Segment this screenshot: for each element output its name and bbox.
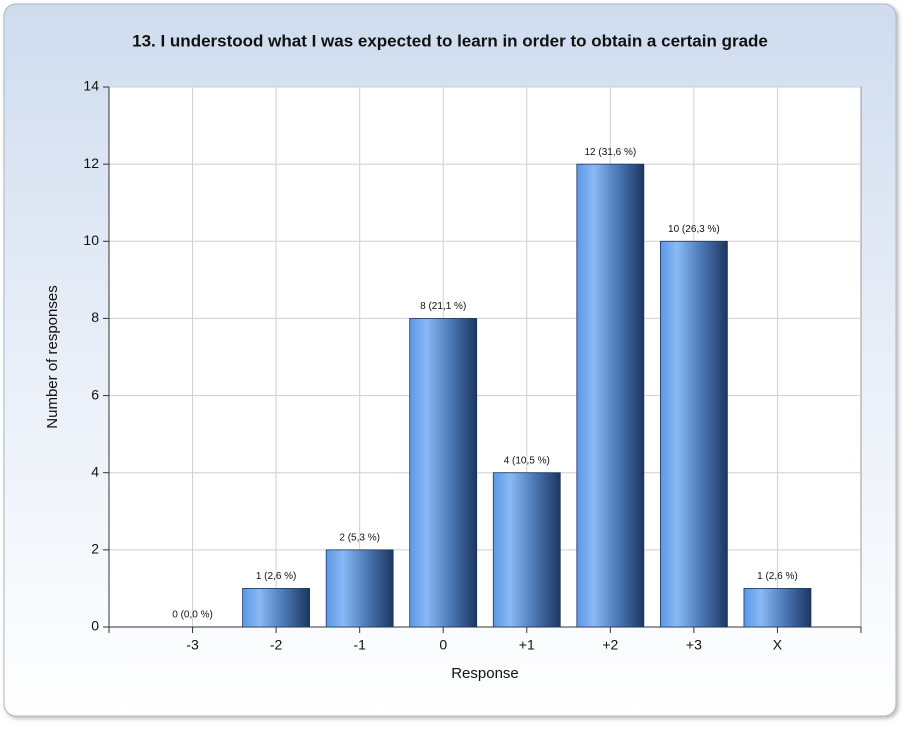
value-label: 4 (10,5 %)	[504, 455, 550, 466]
x-tick-label: +2	[602, 637, 618, 653]
value-label: 8 (21,1 %)	[420, 301, 466, 312]
y-tick-label: 8	[91, 309, 99, 325]
value-label: 0 (0,0 %)	[172, 610, 213, 621]
y-axis-label: Number of responses	[44, 285, 61, 428]
x-tick-label: -3	[186, 637, 199, 653]
x-tick-label: -2	[270, 637, 283, 653]
x-tick-label: X	[773, 637, 783, 653]
y-tick-label: 14	[83, 78, 99, 94]
x-axis-label: Response	[451, 665, 519, 682]
bar	[325, 549, 394, 628]
x-tick-label: +3	[686, 637, 702, 653]
y-tick-label: 2	[91, 541, 99, 557]
x-tick-label: +1	[519, 637, 535, 653]
value-label: 1 (2,6 %)	[256, 571, 297, 582]
x-tick-label: 0	[439, 637, 447, 653]
x-tick-label: -1	[353, 637, 366, 653]
value-label: 10 (26,3 %)	[668, 224, 720, 235]
y-tick-label: 12	[83, 155, 99, 171]
value-label: 2 (5,3 %)	[339, 532, 380, 543]
bar	[492, 472, 561, 628]
y-tick-label: 6	[91, 386, 99, 402]
bar	[659, 240, 728, 628]
y-tick-label: 0	[91, 618, 99, 634]
y-tick-label: 4	[91, 463, 99, 479]
chart-title: 13. I understood what I was expected to …	[132, 31, 768, 50]
value-label: 12 (31,6 %)	[584, 147, 636, 158]
y-tick-label: 10	[83, 232, 99, 248]
bar	[242, 588, 311, 628]
bar	[743, 588, 812, 628]
bar	[576, 163, 645, 628]
plot-area	[108, 86, 862, 628]
bar	[409, 318, 478, 628]
value-label: 1 (2,6 %)	[757, 571, 798, 582]
